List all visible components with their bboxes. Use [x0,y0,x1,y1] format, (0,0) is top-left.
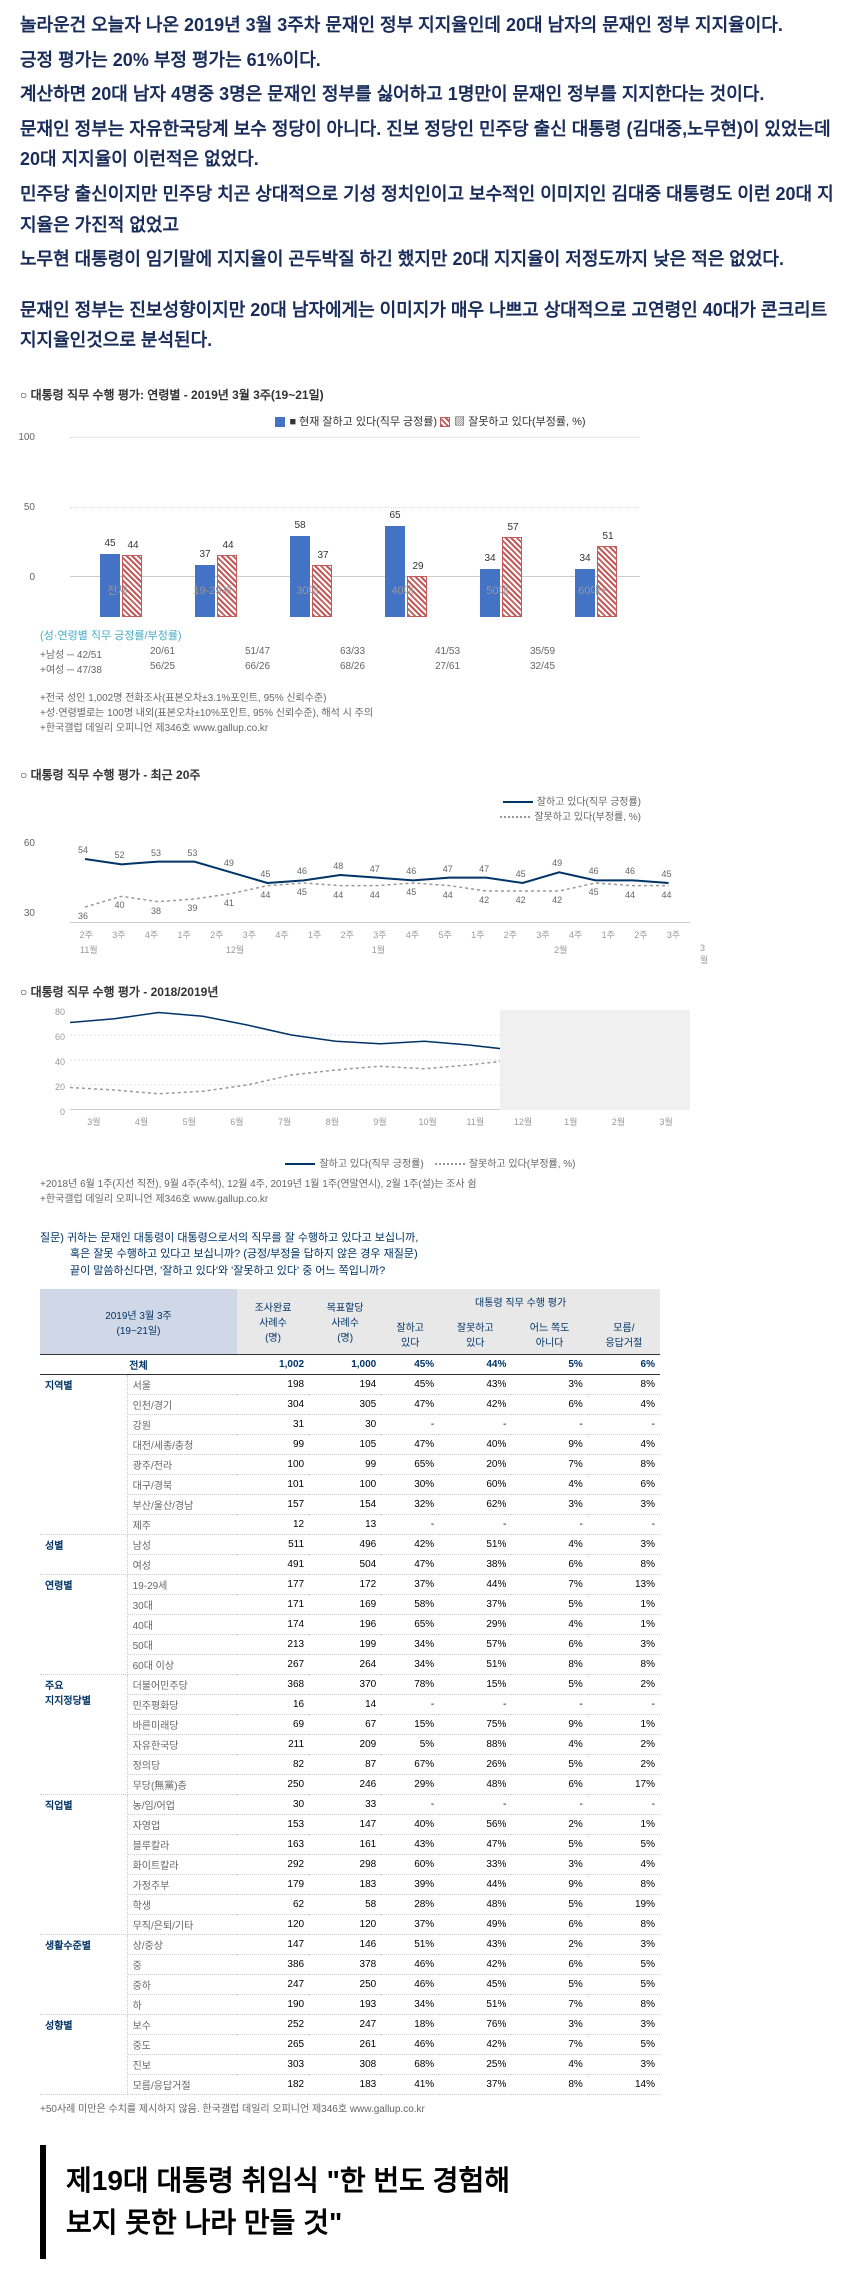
yearly-line-chart: ○ 대통령 직무 수행 평가 - 2018/2019년 80 60 40 20 … [20,983,841,1205]
question-l3: 끝이 말씀하신다면, '잘하고 있다'와 '잘못하고 있다' 중 어느 쪽입니까… [70,1263,821,1280]
legend-dotted-icon [500,816,530,818]
chart2-legend-pos: 잘하고 있다(직무 긍정률) [537,797,641,808]
pos-bar: 65 [385,526,405,617]
weekly-line-chart: ○ 대통령 직무 수행 평가 - 최근 20주 잘하고 있다(직무 긍정률) 잘… [20,766,841,953]
legend-solid-icon [503,801,533,803]
legend-pos-icon [275,417,285,427]
chart3-legend-pos: 잘하고 있다(직무 긍정률) [319,1159,423,1170]
chart1-notes: +전국 성인 1,002명 전화조사(표본오차±3.1%포인트, 95% 신뢰수… [40,691,841,736]
gender-header: (성·연령별 직무 긍정률/부정률) [40,627,841,643]
th-complete: 조사완료 사례수 (명) [237,1289,309,1355]
chart3-legend-neg: 잘못하고 있다(부정률, %) [469,1159,576,1170]
male-row: +남성 ─ 42/5120/6151/4763/3341/5335/59 [40,646,841,661]
survey-question: 질문) 귀하는 문재인 대통령이 대통령으로서의 직무를 잘 수행하고 있다고 … [40,1230,821,1280]
neg-bar: 57 [502,537,522,617]
th-dk: 모름/ 응답거절 [588,1314,660,1355]
headline-l1: 제19대 대통령 취임식 "한 번도 경험해 [66,2160,801,2202]
intro-p6: 노무현 대통령이 임기말에 지지율이 곤두박질 하긴 했지만 20대 지지율이 … [20,244,841,275]
line-chart-area: 60 30 5452535349454648474647474549464645… [40,833,690,953]
intro-p1: 놀라운건 오늘자 나온 2019년 3월 3주차 문재인 정부 지지율인데 20… [20,10,841,41]
gender-breakdown: (성·연령별 직무 긍정률/부정률) +남성 ─ 42/5120/6151/47… [40,627,841,676]
th-pos: 잘하고 있다 [381,1314,439,1355]
th-neg: 잘못하고 있다 [439,1314,511,1355]
chart1-title: ○ 대통령 직무 수행 평가: 연령별 - 2019년 3월 3주(19~21일… [20,386,841,403]
legend-pos-label: ■ 현재 잘하고 있다(직무 긍정률) [289,416,440,428]
summary-text: 문재인 정부는 진보성향이지만 20대 남자에게는 이미지가 매우 나쁘고 상대… [20,295,841,356]
question-l2: 혹은 잘못 수행하고 있다고 보십니까? (긍정/부정을 답하지 않은 경우 재… [70,1246,821,1263]
year-legend-solid-icon [285,1163,315,1165]
survey-data-table: 2019년 3월 3주 (19~21일) 조사완료 사례수 (명) 목표할당 사… [40,1289,660,2095]
legend-neg-icon [440,417,450,427]
chart3-notes: +2018년 6월 1주(지선 직전), 9월 4주(추석), 12월 4주, … [40,1175,841,1205]
question-l1: 질문) 귀하는 문재인 대통령이 대통령으로서의 직무를 잘 수행하고 있다고 … [40,1230,821,1247]
year-months-axis: 3월4월5월6월7월8월9월10월11월12월1월2월3월 [70,1115,690,1128]
intro-p2: 긍정 평가는 20% 부정 평가는 61%이다. [20,45,841,76]
th-target: 목표할당 사례수 (명) [309,1289,381,1355]
legend-neg-label: ▨ 잘못하고 있다(부정률, %) [454,416,585,428]
intro-p5: 민주당 출신이지만 민주당 치곤 상대적으로 기성 정치인이고 보수적인 이미지… [20,179,841,240]
th-neither: 어느 쪽도 아니다 [511,1314,587,1355]
table-note: +50사례 미만은 수치를 제시하지 않음. 한국갤럽 데일리 오피니언 제34… [40,2100,821,2115]
female-row: +여성 ─ 47/3856/2566/2668/2627/6132/45 [40,661,841,676]
summary-p: 문재인 정부는 진보성향이지만 20대 남자에게는 이미지가 매우 나쁘고 상대… [20,295,841,356]
age-bar-chart: ○ 대통령 직무 수행 평가: 연령별 - 2019년 3월 3주(19~21일… [20,386,841,736]
headline-l2: 보지 못한 나라 만들 것" [66,2202,801,2244]
year-chart-area: 80 60 40 20 0 3월4월5월6월7월8월9월10월11월12월1월2… [40,1010,690,1150]
chart1-legend: ■ 현재 잘하고 있다(직무 긍정률) ▨ 잘못하고 있다(부정률, %) [20,413,841,429]
intro-p4: 문재인 정부는 자유한국당계 보수 정당이 아니다. 진보 정당인 민주당 출신… [20,114,841,175]
line-plot-svg [70,843,690,923]
intro-text: 놀라운건 오늘자 나온 2019년 3월 3주차 문재인 정부 지지율인데 20… [20,10,841,275]
chart3-title: ○ 대통령 직무 수행 평가 - 2018/2019년 [20,983,841,1000]
pos-bar: 58 [290,536,310,617]
chart2-legend-neg: 잘못하고 있다(부정률, %) [534,812,641,823]
intro-p3: 계산하면 20대 남자 4명중 3명은 문재인 정부를 싫어하고 1명만이 문재… [20,79,841,110]
year-legend-dotted-icon [435,1163,465,1165]
weeks-axis: 2주3주4주1주2주3주4주1주2주3주4주5주1주2주3주4주1주2주3주 [70,928,690,941]
th-eval: 대통령 직무 수행 평가 [381,1289,660,1314]
headline-box: 제19대 대통령 취임식 "한 번도 경험해 보지 못한 나라 만들 것" [40,2145,821,2259]
chart2-title: ○ 대통령 직무 수행 평가 - 최근 20주 [20,766,841,783]
bar-chart-area: 100 50 0 45 44 37 44 58 37 65 29 34 57 3… [40,437,640,617]
th-date: 2019년 3월 3주 (19~21일) [40,1289,237,1355]
